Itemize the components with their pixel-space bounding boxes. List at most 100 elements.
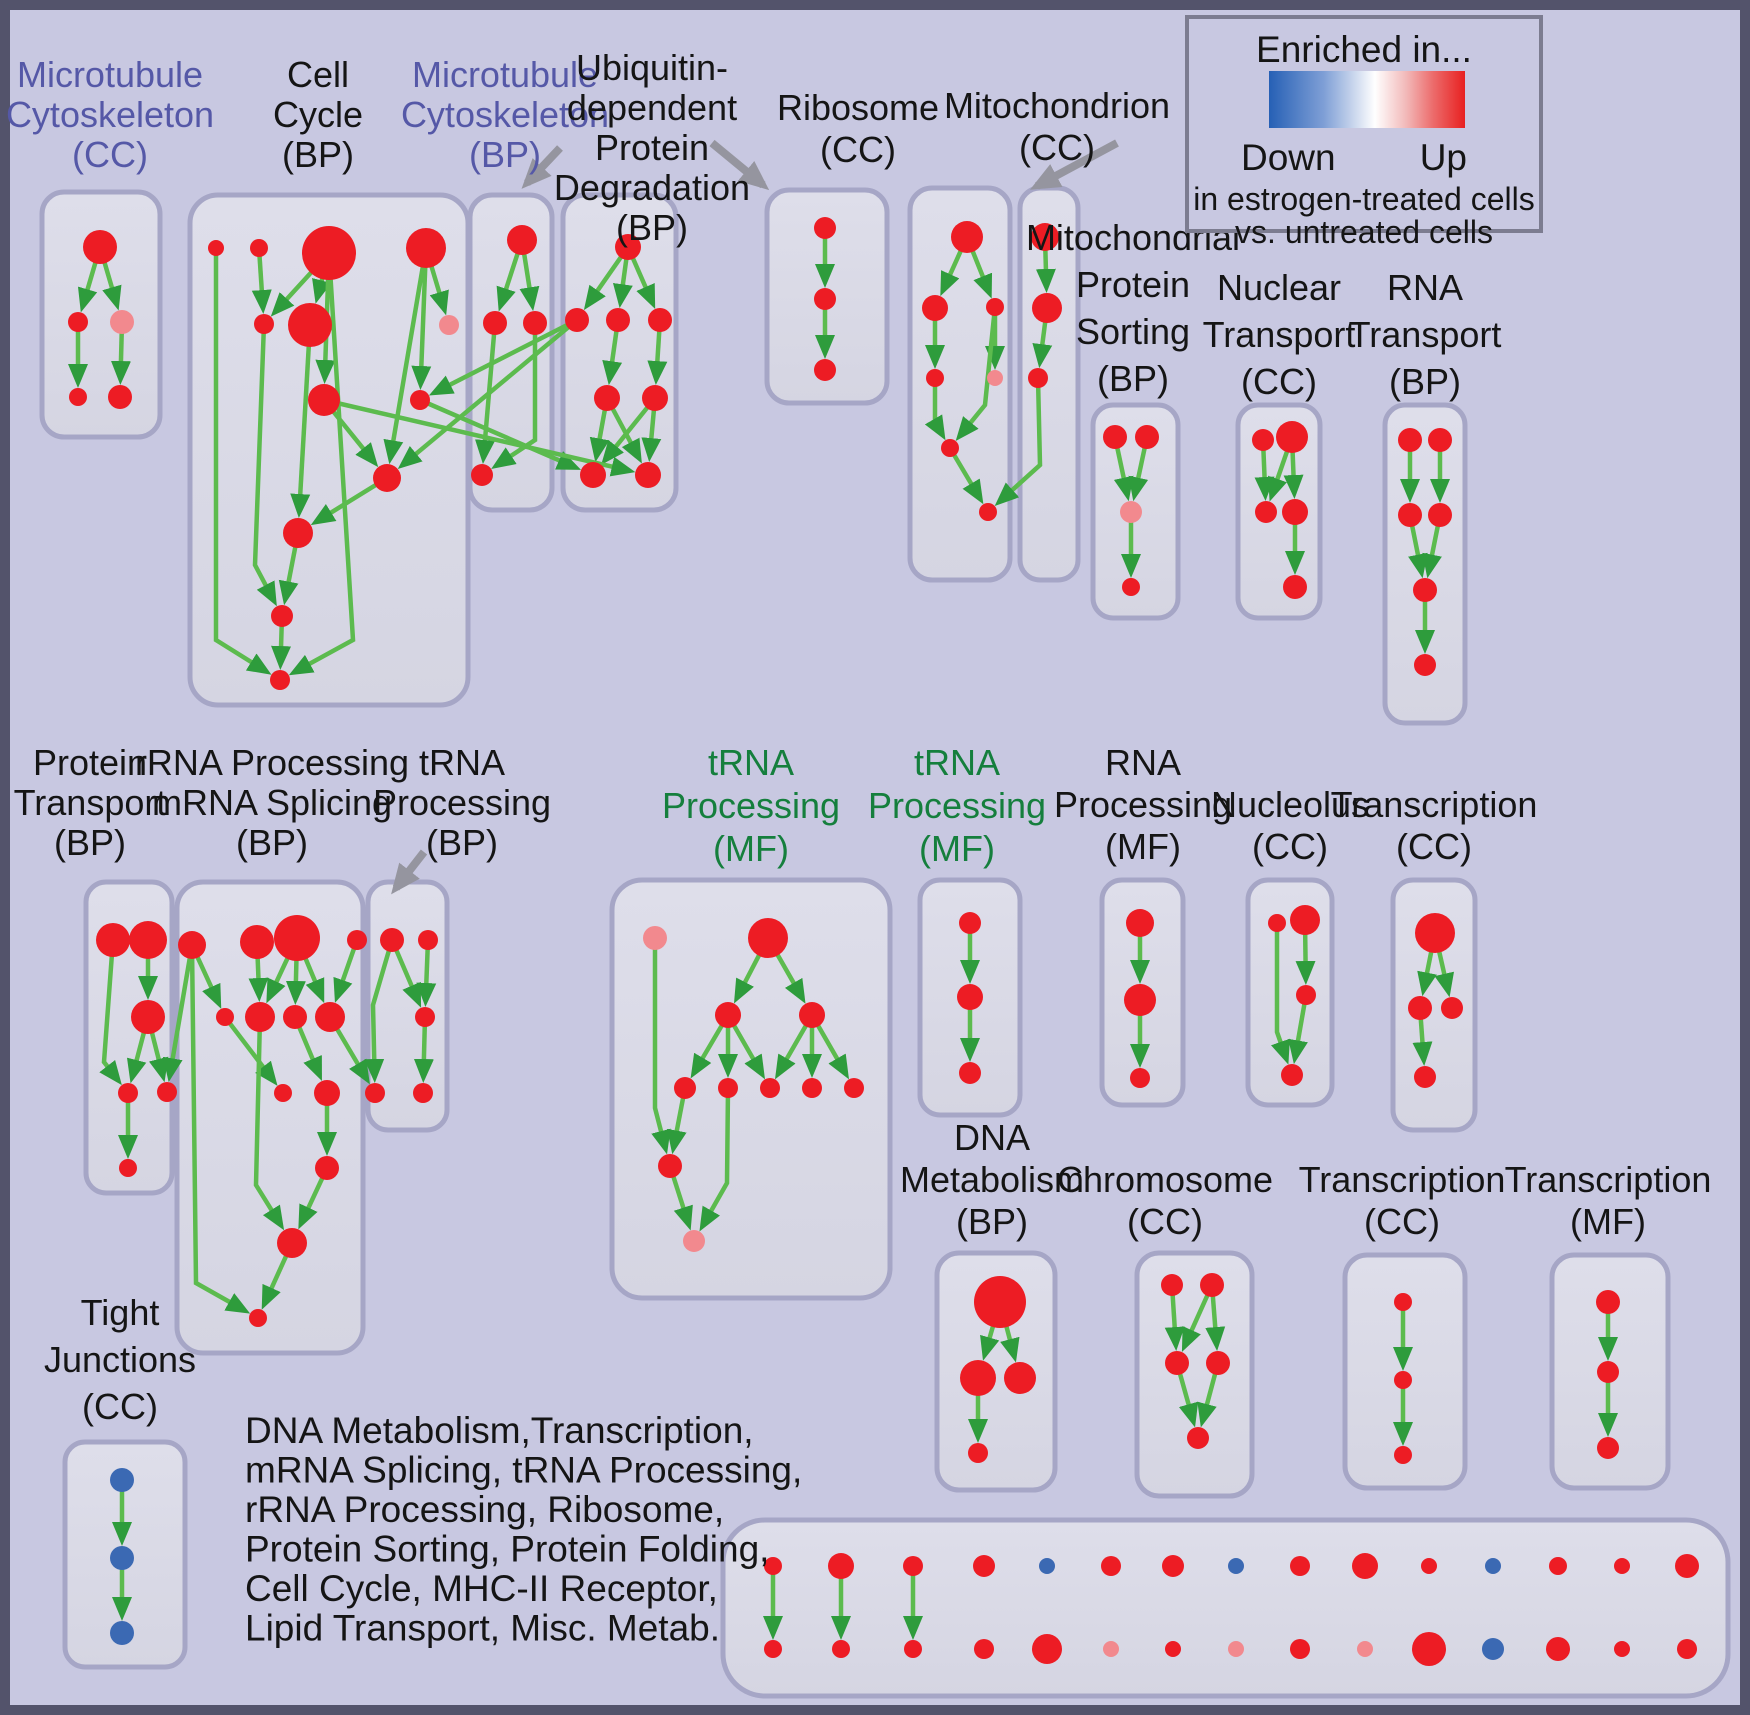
go-term-node: [1546, 1637, 1570, 1661]
go-term-node: [1028, 368, 1048, 388]
go-term-node: [802, 1078, 822, 1098]
go-term-node: [1281, 1064, 1303, 1086]
go-term-node: [1200, 1273, 1224, 1297]
group-label-tight-junctions-cc: (CC): [82, 1386, 158, 1427]
go-term-node: [406, 228, 446, 268]
go-term-node: [1394, 1371, 1412, 1389]
go-term-node: [157, 1082, 177, 1102]
go-term-node: [1352, 1553, 1378, 1579]
go-term-node: [415, 1007, 435, 1027]
group-label-nuclear-transport-cc: Nuclear: [1217, 267, 1341, 308]
go-term-node: [814, 288, 836, 310]
go-term-node: [1165, 1351, 1189, 1375]
group-label-mitochondrion-cc: (CC): [1019, 127, 1095, 168]
group-label-transcription-cc-bottom: (CC): [1364, 1201, 1440, 1242]
callout-arrow-icon: [521, 145, 563, 189]
go-term-node: [249, 1309, 267, 1327]
go-term-node: [1290, 1639, 1310, 1659]
group-label-ubiquitin-degradation-bp: Protein: [595, 127, 709, 168]
legend-up-label: Up: [1419, 137, 1467, 178]
group-label-transcription-mf-bottom: Transcription: [1505, 1159, 1712, 1200]
group-label-rrna-mrna-bp: (BP): [236, 822, 308, 863]
group-box-ubiquitin-1: [560, 192, 679, 513]
group-label-chromosome-cc: (CC): [1127, 1201, 1203, 1242]
group-box-microtubule-cc: [39, 189, 163, 440]
go-term-node: [1039, 1558, 1055, 1574]
go-term-node: [347, 930, 367, 950]
edge-arrow: [323, 397, 636, 477]
misc-cluster-note-line: Cell Cycle, MHC-II Receptor,: [245, 1568, 718, 1609]
go-term-node: [96, 923, 130, 957]
go-term-node: [979, 503, 997, 521]
group-label-rna-processing-mf: (MF): [1105, 826, 1181, 867]
group-label-ubiquitin-degradation-bp: (BP): [616, 207, 688, 248]
go-term-node: [314, 1080, 340, 1106]
go-term-node: [1290, 1556, 1310, 1576]
go-term-node: [635, 462, 661, 488]
go-term-node: [960, 1360, 996, 1396]
go-term-node: [683, 1230, 705, 1252]
go-term-node: [643, 926, 667, 950]
go-term-node: [1228, 1641, 1244, 1657]
go-term-node: [283, 518, 313, 548]
go-term-node: [1032, 293, 1062, 323]
group-label-nuclear-transport-cc: (CC): [1241, 361, 1317, 402]
go-term-node: [302, 226, 356, 280]
go-term-node: [274, 915, 320, 961]
go-term-node: [1597, 1361, 1619, 1383]
edge-arrow: [288, 252, 356, 676]
go-term-node: [715, 1002, 741, 1028]
go-term-node: [1677, 1639, 1697, 1659]
group-label-microtubule-cytoskeleton-bp: (BP): [469, 134, 541, 175]
go-term-node: [1357, 1641, 1373, 1657]
go-term-node: [986, 298, 1004, 316]
go-term-node: [1255, 501, 1277, 523]
group-box-transcription-cc-mid: [1390, 877, 1478, 1133]
go-term-node: [1441, 997, 1463, 1019]
edge-arrow: [290, 324, 313, 519]
go-term-node: [240, 925, 274, 959]
go-term-node: [828, 1553, 854, 1579]
go-term-node: [1408, 996, 1432, 1020]
go-term-node: [1413, 578, 1437, 602]
group-label-rrna-mrna-bp: mRNA Splicing: [152, 782, 392, 823]
go-term-node: [957, 984, 983, 1010]
edge-arrow: [364, 939, 395, 1084]
go-term-node: [1004, 1362, 1036, 1394]
go-term-node: [418, 930, 438, 950]
group-label-protein-transport-bp: Transport: [14, 782, 167, 823]
misc-cluster-note-line: DNA Metabolism,Transcription,: [245, 1410, 754, 1451]
go-term-node: [1415, 913, 1455, 953]
go-term-node: [1614, 1558, 1630, 1574]
edge-arrow: [651, 938, 671, 1155]
go-term-node: [941, 439, 959, 457]
group-label-nuclear-transport-cc: Transport: [1203, 314, 1356, 355]
group-label-mitochondrion-cc: Mitochondrion: [944, 85, 1170, 126]
edge-arrow: [601, 396, 657, 465]
go-term-node: [1296, 985, 1316, 1005]
edge-arrow: [1271, 923, 1290, 1065]
group-label-transcription-cc-bottom: Transcription: [1299, 1159, 1506, 1200]
misc-cluster-note-line: Protein Sorting, Protein Folding,: [245, 1529, 769, 1570]
go-term-node: [1103, 425, 1127, 449]
go-term-node: [1161, 1274, 1183, 1296]
edge-arrow: [416, 939, 437, 1008]
group-label-mitochondrial-protein-sorting-bp: Sorting: [1076, 311, 1190, 352]
go-term-node: [1282, 499, 1308, 525]
go-term-node: [68, 312, 88, 332]
legend-gradient-bar-icon: [1269, 71, 1465, 128]
go-term-node: [471, 464, 493, 486]
go-term-node: [1228, 1558, 1244, 1574]
group-label-transcription-cc-mid: (CC): [1396, 826, 1472, 867]
go-term-node: [507, 225, 537, 255]
group-label-microtubule-cytoskeleton-cc: Microtubule: [17, 54, 203, 95]
go-term-node: [565, 308, 589, 332]
edge-arrow: [1288, 994, 1309, 1065]
go-term-node: [1428, 503, 1452, 527]
go-term-node: [642, 385, 668, 411]
go-term-node: [1126, 909, 1154, 937]
go-term-node: [1428, 428, 1452, 452]
edge-arrow: [251, 247, 272, 315]
